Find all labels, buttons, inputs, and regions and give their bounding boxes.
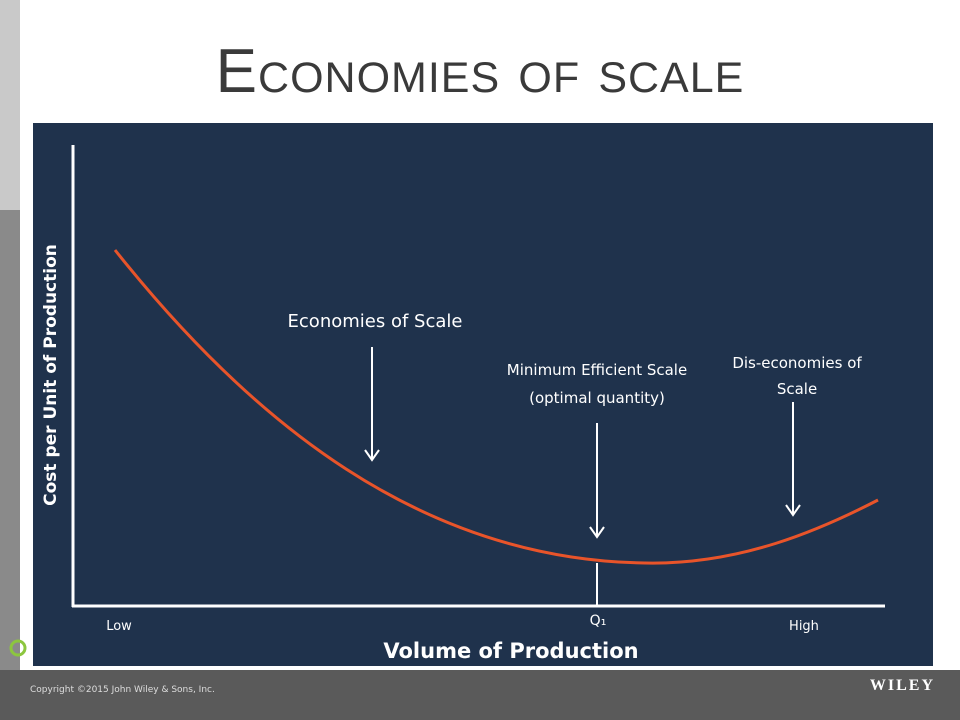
copyright: Copyright ©2015 John Wiley & Sons, Inc. xyxy=(30,685,215,695)
annotation: Dis-economies of xyxy=(732,354,862,372)
x-label-q1: Q₁ xyxy=(590,613,607,629)
cost-curve xyxy=(113,249,879,565)
y-axis-label: Cost per Unit of Production xyxy=(41,244,61,506)
arrow xyxy=(589,423,605,539)
logo-dot xyxy=(9,639,27,657)
side-bar-top xyxy=(0,0,20,210)
arrows xyxy=(364,347,801,539)
arrow xyxy=(785,402,801,517)
brand: WILEY xyxy=(870,677,935,694)
annotation: (optimal quantity) xyxy=(529,389,665,407)
arrow xyxy=(364,347,380,462)
footer-bar xyxy=(0,670,960,720)
annotation: Minimum Efficient Scale xyxy=(507,361,687,379)
title: Economies of scale xyxy=(216,37,745,106)
annotation: Economies of Scale xyxy=(288,311,463,332)
side-bar xyxy=(0,210,20,720)
x-label-low: Low xyxy=(106,619,132,634)
annotation: Scale xyxy=(777,380,817,398)
panel xyxy=(33,123,933,666)
x-axis-label: Volume of Production xyxy=(383,639,638,663)
x-label-high: High xyxy=(789,619,819,634)
